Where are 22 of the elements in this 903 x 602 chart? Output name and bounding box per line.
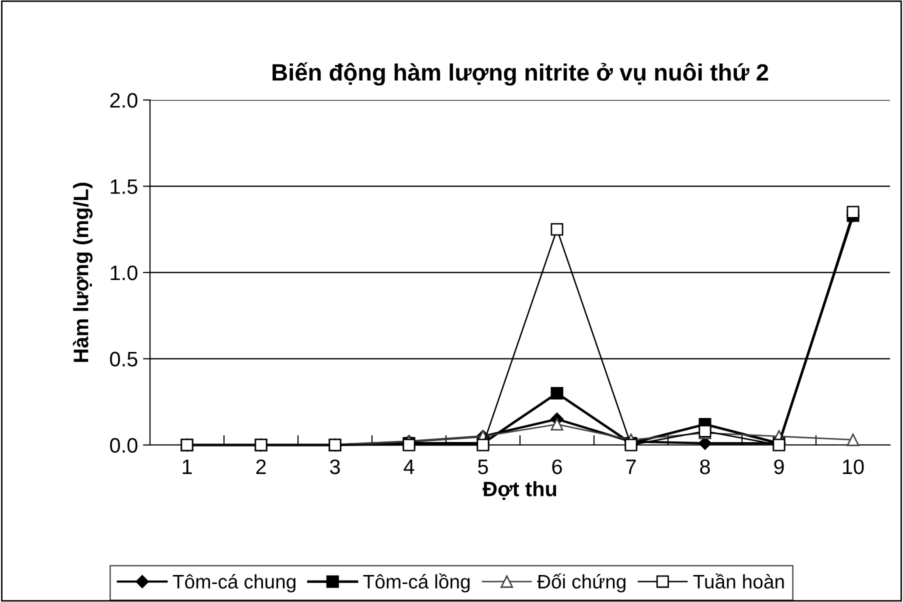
x-tick-label: 4 (404, 460, 414, 474)
legend-label: Tôm-cá lồng (363, 573, 470, 592)
legend-label: Đối chứng (537, 573, 626, 592)
x-tick-label: 6 (552, 459, 562, 474)
y-tick-label: 2.0 (110, 93, 138, 108)
y-axis-title: Hàm lượng (mg/L) (72, 182, 93, 362)
x-tick-label: 10 (843, 459, 864, 474)
x-tick-label: 7 (626, 460, 636, 474)
x-tick-label: 2 (256, 459, 266, 474)
chart-title: Biến động hàm lượng nitrite ở vụ nuôi thứ 2 (272, 62, 768, 86)
y-tick-label: 1.5 (110, 179, 138, 194)
y-tick-label: 0.0 (110, 438, 138, 453)
x-tick-label: 9 (774, 459, 784, 474)
legend-label: Tôm-cá chung (172, 574, 296, 592)
y-tick-label: 1.0 (110, 266, 138, 280)
legend-label: Tuần hoàn (693, 573, 784, 589)
x-tick-label: 1 (182, 460, 192, 474)
x-axis-title: Đợt thu (482, 481, 556, 500)
x-tick-label: 5 (478, 460, 488, 474)
x-tick-label: 8 (700, 459, 710, 474)
x-tick-label: 3 (330, 459, 340, 474)
y-tick-label: 0.5 (110, 352, 138, 367)
